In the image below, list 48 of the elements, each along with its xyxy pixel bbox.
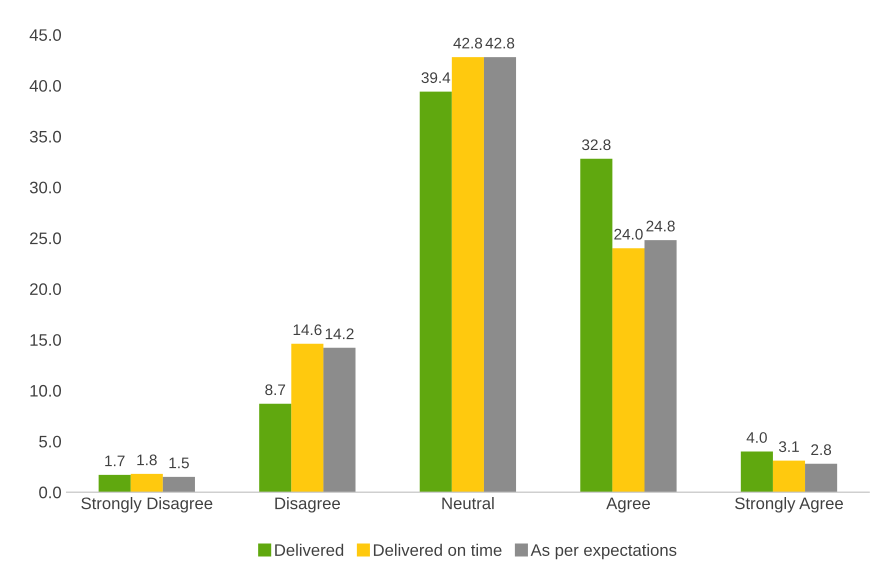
data-label: 24.8	[646, 220, 675, 232]
data-label: 1.7	[105, 456, 125, 466]
y-tick-label: 40.0	[30, 80, 62, 92]
x-tick-label: Neutral	[442, 497, 494, 510]
y-tick-label: 10.0	[30, 384, 62, 397]
legend-label: As per expectations	[530, 544, 676, 560]
bar	[580, 158, 612, 492]
data-label: 1.8	[137, 454, 157, 466]
y-tick-label: 25.0	[30, 232, 62, 244]
x-tick-label: Strongly Agree	[735, 497, 843, 513]
data-label: 24.0	[614, 228, 643, 240]
x-tick-label: Disagree	[275, 497, 340, 513]
data-label: 1.5	[169, 458, 189, 468]
bar	[98, 474, 131, 492]
x-tick-label: Agree	[606, 498, 650, 513]
bar	[612, 248, 644, 492]
legend-label: Delivered on time	[374, 544, 502, 556]
data-label: 42.8	[485, 38, 514, 49]
y-tick-label: 35.0	[30, 130, 62, 143]
data-label: 42.8	[453, 38, 482, 49]
y-tick-label: 30.0	[30, 182, 62, 194]
bar	[259, 404, 292, 492]
data-label: 4.0	[746, 432, 767, 443]
bar	[323, 348, 356, 492]
y-tick-label: 15.0	[30, 334, 62, 346]
bar	[162, 476, 195, 492]
bar	[740, 451, 773, 492]
data-label: 14.6	[294, 324, 322, 336]
y-tick-label: 45.0	[30, 29, 62, 41]
y-tick-label: 5.0	[39, 436, 62, 448]
data-label: 39.4	[422, 72, 450, 84]
bar	[130, 474, 163, 492]
data-label: 3.1	[778, 441, 799, 452]
y-tick-label: 20.0	[30, 283, 62, 296]
bar	[772, 460, 806, 492]
bar	[420, 92, 452, 492]
bar	[452, 57, 484, 492]
data-label: 14.2	[326, 328, 354, 340]
data-label: 2.8	[811, 444, 832, 456]
y-tick-label: 0.0	[39, 486, 62, 498]
bar	[291, 344, 324, 492]
x-tick-label: Strongly Disagree	[81, 497, 212, 513]
bar	[644, 240, 677, 492]
data-label: 32.8	[582, 139, 611, 150]
data-label: 8.7	[265, 384, 286, 396]
legend-label: Delivered	[275, 544, 344, 556]
bar	[805, 464, 838, 492]
bar	[484, 57, 516, 492]
